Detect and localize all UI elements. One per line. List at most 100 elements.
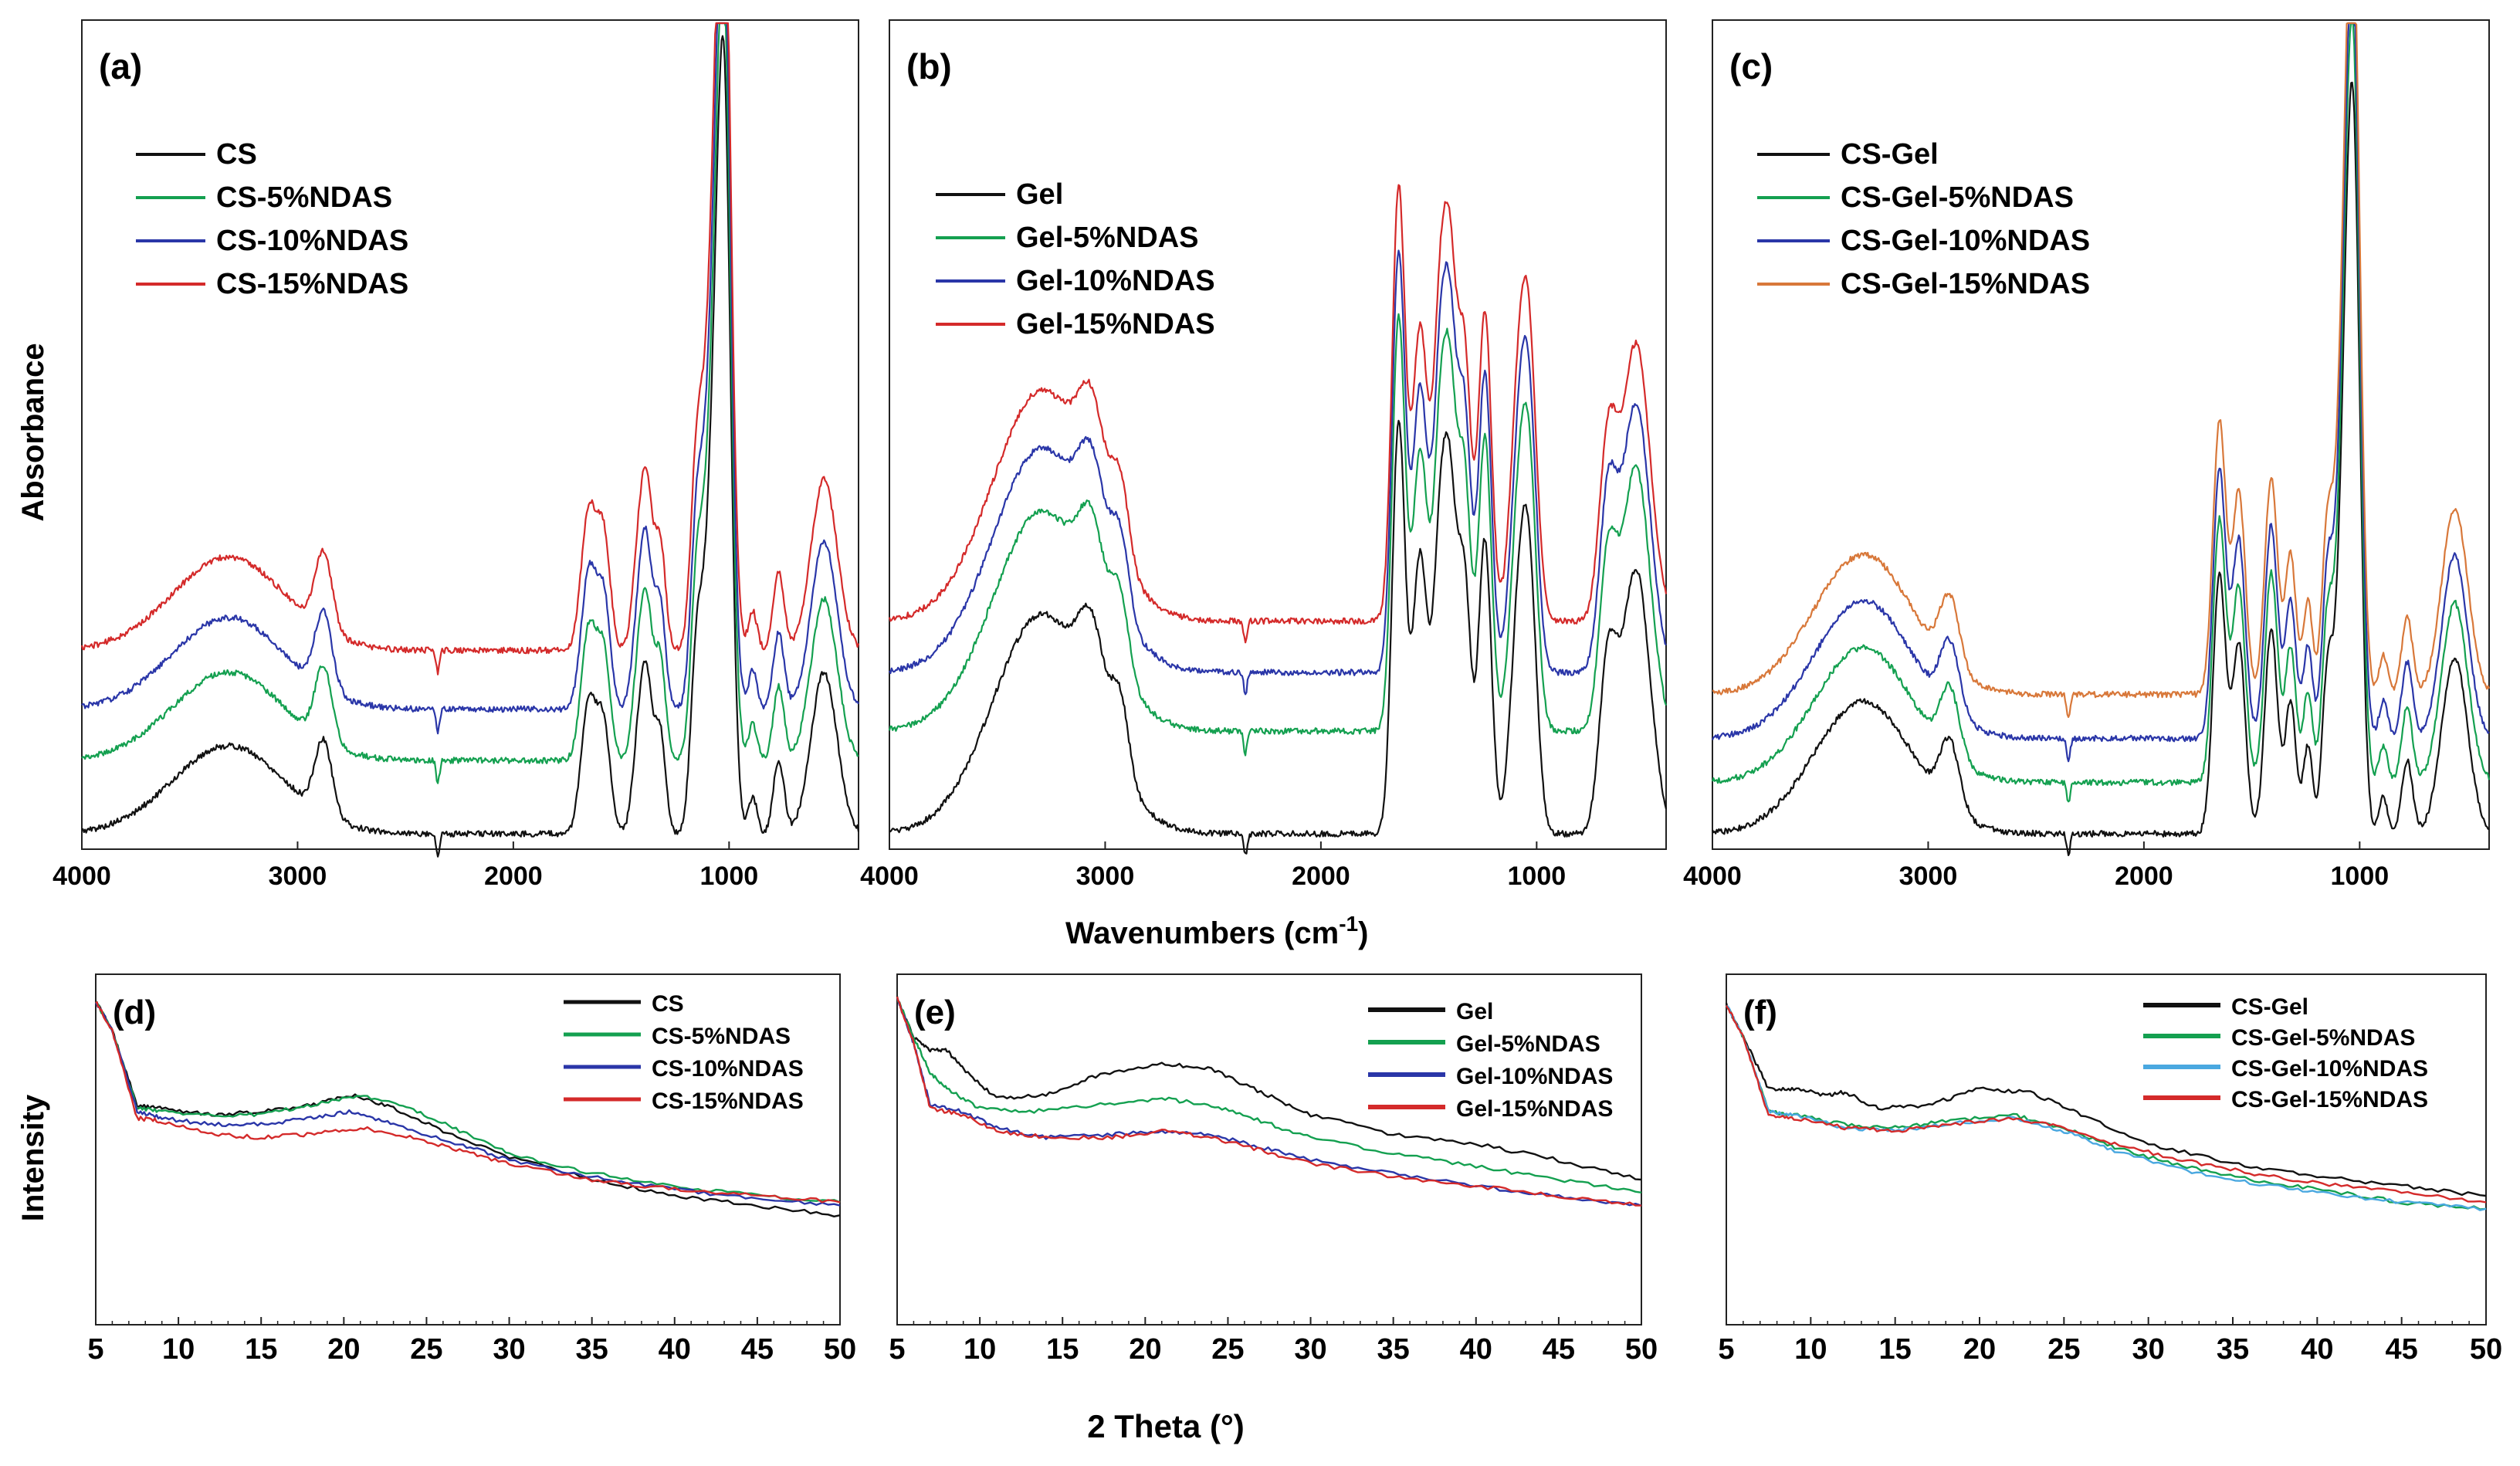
ftir-xlabel: Wavenumbers (cm-1) bbox=[1065, 912, 1368, 950]
xtick-label-d-3: 20 bbox=[327, 1333, 360, 1366]
legend-label-b-2: Gel-10%NDAS bbox=[1016, 265, 1215, 297]
series-line-c-3 bbox=[1712, 22, 2490, 719]
panel-label-c: (c) bbox=[1729, 46, 1773, 86]
series-line-c-2 bbox=[1711, 22, 2490, 763]
series-line-d-2 bbox=[94, 1002, 841, 1207]
legend-c: CS-Gel CS-Gel-5%NDAS CS-Gel-10%NDAS CS-Gel-… bbox=[1757, 138, 2090, 300]
panel-frame-a bbox=[81, 19, 859, 850]
xtick-label-c-2: 2000 bbox=[2115, 862, 2173, 891]
panel-frame-b bbox=[889, 19, 1667, 850]
ftir-ylabel: Absorbance bbox=[16, 343, 50, 521]
panel-b: 4000 3000 2000 1000 (b) Gel Gel-5%NDAS Gel-10%N… bbox=[860, 19, 1668, 891]
legend-label-f-2: CS-Gel-10%NDAS bbox=[2231, 1056, 2428, 1082]
xtick-label-f-4: 25 bbox=[2048, 1333, 2080, 1366]
legend-e: Gel Gel-5%NDAS Gel-10%NDAS Gel-15%NDAS bbox=[1368, 999, 1613, 1122]
panel-label-a: (a) bbox=[99, 46, 142, 86]
xtick-label-e-1: 10 bbox=[964, 1333, 996, 1366]
xtick-label-c-3: 1000 bbox=[2331, 862, 2390, 891]
panel-d: 5 10 15 20 25 30 35 40 45 50 (d) CS CS-5%NDAS CS-10%N… bbox=[87, 973, 856, 1366]
series-line-b-1 bbox=[888, 313, 1668, 757]
xtick-label-e-5: 30 bbox=[1294, 1333, 1326, 1366]
xtick-label-f-7: 40 bbox=[2301, 1333, 2333, 1366]
legend-label-c-3: CS-Gel-15%NDAS bbox=[1841, 268, 2090, 300]
xtick-label-a-0: 4000 bbox=[52, 862, 111, 891]
series-line-c-0 bbox=[1712, 81, 2490, 857]
series-line-a-2 bbox=[81, 22, 859, 735]
legend-b: Gel Gel-5%NDAS Gel-10%NDAS Gel-15%NDAS bbox=[936, 178, 1215, 340]
panel-f: 5 10 15 20 25 30 35 40 45 50 (f) CS-Gel CS-Gel-5%NDA… bbox=[1718, 973, 2502, 1366]
legend-label-b-1: Gel-5%NDAS bbox=[1016, 222, 1199, 254]
series-line-a-0 bbox=[81, 35, 860, 858]
series-line-a-3 bbox=[80, 22, 860, 675]
panel-label-d: (d) bbox=[113, 994, 156, 1031]
xtick-label-d-6: 35 bbox=[576, 1333, 608, 1366]
legend-label-e-3: Gel-15%NDAS bbox=[1456, 1096, 1613, 1122]
series-line-f-0 bbox=[1725, 1002, 2487, 1197]
series-line-c-1 bbox=[1711, 22, 2491, 803]
xtick-label-d-0: 5 bbox=[87, 1333, 103, 1366]
panel-frame-f bbox=[1726, 973, 2487, 1325]
xtick-label-b-2: 2000 bbox=[1292, 862, 1350, 891]
xrd-xlabel: 2 Theta (°) bbox=[1087, 1408, 1244, 1444]
xtick-label-f-6: 35 bbox=[2217, 1333, 2249, 1366]
xtick-label-e-3: 20 bbox=[1129, 1333, 1161, 1366]
xtick-label-d-4: 25 bbox=[410, 1333, 442, 1366]
xtick-label-f-1: 10 bbox=[1794, 1333, 1827, 1366]
series-line-b-2 bbox=[889, 249, 1667, 696]
panel-label-b: (b) bbox=[906, 46, 952, 86]
ftir-xlabel-main: Wavenumbers (cm bbox=[1065, 916, 1339, 950]
legend-label-b-3: Gel-15%NDAS bbox=[1016, 308, 1215, 340]
legend-d: CS CS-5%NDAS CS-10%NDAS CS-15%NDAS bbox=[564, 991, 804, 1114]
series-line-e-2 bbox=[896, 997, 1642, 1207]
series-line-f-3 bbox=[1725, 1005, 2487, 1204]
legend-label-a-2: CS-10%NDAS bbox=[216, 225, 408, 257]
panel-frame-e bbox=[896, 973, 1642, 1325]
xtick-label-c-0: 4000 bbox=[1683, 862, 1742, 891]
legend-label-c-1: CS-Gel-5%NDAS bbox=[1841, 181, 2074, 214]
xtick-label-f-0: 5 bbox=[1718, 1333, 1734, 1366]
xtick-label-b-0: 4000 bbox=[860, 862, 919, 891]
legend-a: CS CS-5%NDAS CS-10%NDAS CS-15%NDAS bbox=[136, 138, 408, 300]
legend-label-c-0: CS-Gel bbox=[1841, 138, 1939, 171]
series-line-d-3 bbox=[95, 1000, 841, 1204]
legend-label-a-0: CS bbox=[216, 138, 257, 171]
panel-label-e: (e) bbox=[914, 994, 956, 1031]
xtick-label-d-7: 40 bbox=[659, 1333, 691, 1366]
xtick-label-e-6: 35 bbox=[1377, 1333, 1410, 1366]
panel-frame-d bbox=[95, 973, 841, 1325]
legend-f: CS-Gel CS-Gel-5%NDAS CS-Gel-10%NDAS CS-Gel-… bbox=[2143, 994, 2428, 1112]
xtick-label-f-8: 45 bbox=[2386, 1333, 2418, 1366]
xtick-label-f-5: 30 bbox=[2132, 1333, 2165, 1366]
legend-label-e-2: Gel-10%NDAS bbox=[1456, 1064, 1613, 1089]
xrd-ylabel: Intensity bbox=[16, 1094, 50, 1221]
series-line-e-3 bbox=[896, 996, 1641, 1207]
series-line-b-0 bbox=[889, 419, 1668, 855]
xtick-label-f-3: 20 bbox=[1963, 1333, 1996, 1366]
legend-label-e-1: Gel-5%NDAS bbox=[1456, 1031, 1600, 1057]
xtick-label-d-5: 30 bbox=[493, 1333, 525, 1366]
xtick-label-d-8: 45 bbox=[741, 1333, 774, 1366]
xtick-label-d-9: 50 bbox=[824, 1333, 856, 1366]
legend-label-d-1: CS-5%NDAS bbox=[652, 1024, 791, 1049]
legend-label-d-0: CS bbox=[652, 991, 684, 1017]
panel-label-f: (f) bbox=[1743, 994, 1777, 1031]
ftir-xlabel-sup: -1 bbox=[1339, 912, 1358, 936]
xtick-label-a-3: 1000 bbox=[700, 862, 759, 891]
series-line-d-1 bbox=[95, 1000, 841, 1204]
legend-label-b-0: Gel bbox=[1016, 178, 1063, 211]
series-line-b-3 bbox=[888, 184, 1668, 644]
legend-label-c-2: CS-Gel-10%NDAS bbox=[1841, 225, 2090, 257]
xtick-label-f-2: 15 bbox=[1879, 1333, 1912, 1366]
xtick-label-a-1: 3000 bbox=[269, 862, 327, 891]
xtick-label-e-9: 50 bbox=[1625, 1333, 1658, 1366]
xtick-label-e-2: 15 bbox=[1046, 1333, 1079, 1366]
legend-label-d-2: CS-10%NDAS bbox=[652, 1056, 804, 1082]
xtick-label-e-7: 40 bbox=[1460, 1333, 1492, 1366]
xtick-label-e-4: 25 bbox=[1211, 1333, 1244, 1366]
xtick-label-d-1: 10 bbox=[162, 1333, 195, 1366]
series-line-e-1 bbox=[896, 997, 1642, 1193]
legend-label-a-3: CS-15%NDAS bbox=[216, 268, 408, 300]
ftir-xlabel-end: ) bbox=[1358, 916, 1368, 950]
panel-a: 4000 3000 2000 1000 (a) CS CS-5%NDAS CS-10%NDAS… bbox=[52, 19, 860, 891]
